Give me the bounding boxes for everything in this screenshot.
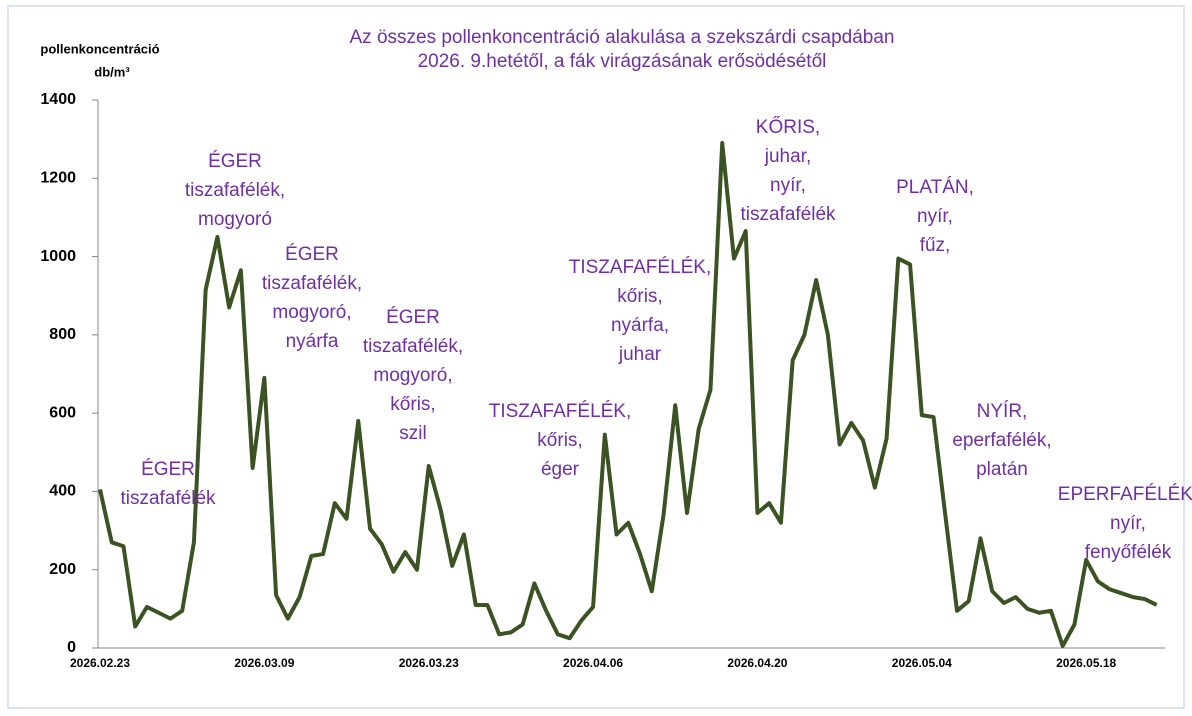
annotation: tiszafafélék [120, 488, 216, 509]
annotation: mogyoró, [373, 365, 452, 386]
annotation: ÉGER [386, 307, 440, 328]
annotation: KŐRIS, [756, 116, 820, 138]
annotation: tiszafafélék, [185, 180, 285, 201]
annotation: tiszafafélék, [262, 273, 362, 294]
annotation: EPERFAFÉLÉK, [1058, 484, 1192, 505]
annotation: fenyőfélék [1085, 542, 1172, 563]
y-tick-label: 0 [67, 639, 76, 656]
annotation: ÉGER [141, 459, 195, 480]
y-axis-label: pollenkoncentráció [40, 41, 159, 56]
annotation: platán [976, 459, 1028, 480]
annotation: kőris, [617, 286, 662, 307]
x-tick-label: 2026.03.23 [399, 656, 459, 670]
annotation: nyír, [917, 206, 953, 227]
annotation: juhar, [764, 146, 811, 167]
annotation: eperfafélék, [952, 430, 1051, 451]
annotation: NYÍR, [977, 401, 1028, 422]
x-tick-label: 2026.02.23 [70, 656, 130, 670]
annotation: ÉGER [208, 151, 262, 172]
y-axis-label: db/m³ [94, 64, 130, 79]
annotation: fűz, [920, 235, 951, 256]
y-tick-label: 1000 [40, 248, 76, 265]
annotation: nyárfa, [611, 315, 669, 336]
annotation: nyír, [770, 175, 806, 196]
annotation: mogyoró [198, 209, 272, 230]
annotation: tiszafafélék, [363, 336, 463, 357]
y-tick-label: 1400 [40, 91, 76, 108]
annotation: szil [399, 423, 426, 444]
data-line [98, 141, 1158, 649]
annotation: TISZAFAFÉLÉK, [569, 257, 712, 278]
y-tick-label: 600 [49, 404, 76, 421]
x-tick-label: 2026.05.18 [1056, 656, 1116, 670]
y-tick-label: 400 [49, 483, 76, 500]
y-tick-label: 800 [49, 326, 76, 343]
x-tick-label: 2026.05.04 [892, 656, 952, 670]
x-tick-label: 2026.04.20 [727, 656, 787, 670]
annotation: tiszafafélék [740, 204, 836, 225]
chart-title: Az összes pollenkoncentráció alakulása a… [350, 27, 895, 48]
x-tick-label: 2026.03.09 [234, 656, 294, 670]
annotation: juhar [618, 344, 662, 365]
chart-subtitle: 2026. 9.hetétől, a fák virágzásának erős… [418, 51, 827, 72]
annotation: nyír, [1110, 513, 1146, 534]
y-tick-label: 1200 [40, 170, 76, 187]
x-tick-label: 2026.04.06 [563, 656, 623, 670]
annotation: TISZAFAFÉLÉK, [489, 401, 632, 422]
annotation: nyárfa [286, 331, 339, 352]
y-tick-label: 200 [49, 561, 76, 578]
annotation: ÉGER [285, 244, 339, 265]
annotation: PLATÁN, [896, 177, 974, 198]
annotation: éger [541, 459, 580, 480]
annotation: kőris, [537, 430, 582, 451]
annotation: mogyoró, [272, 302, 351, 323]
annotation: kőris, [390, 394, 435, 415]
